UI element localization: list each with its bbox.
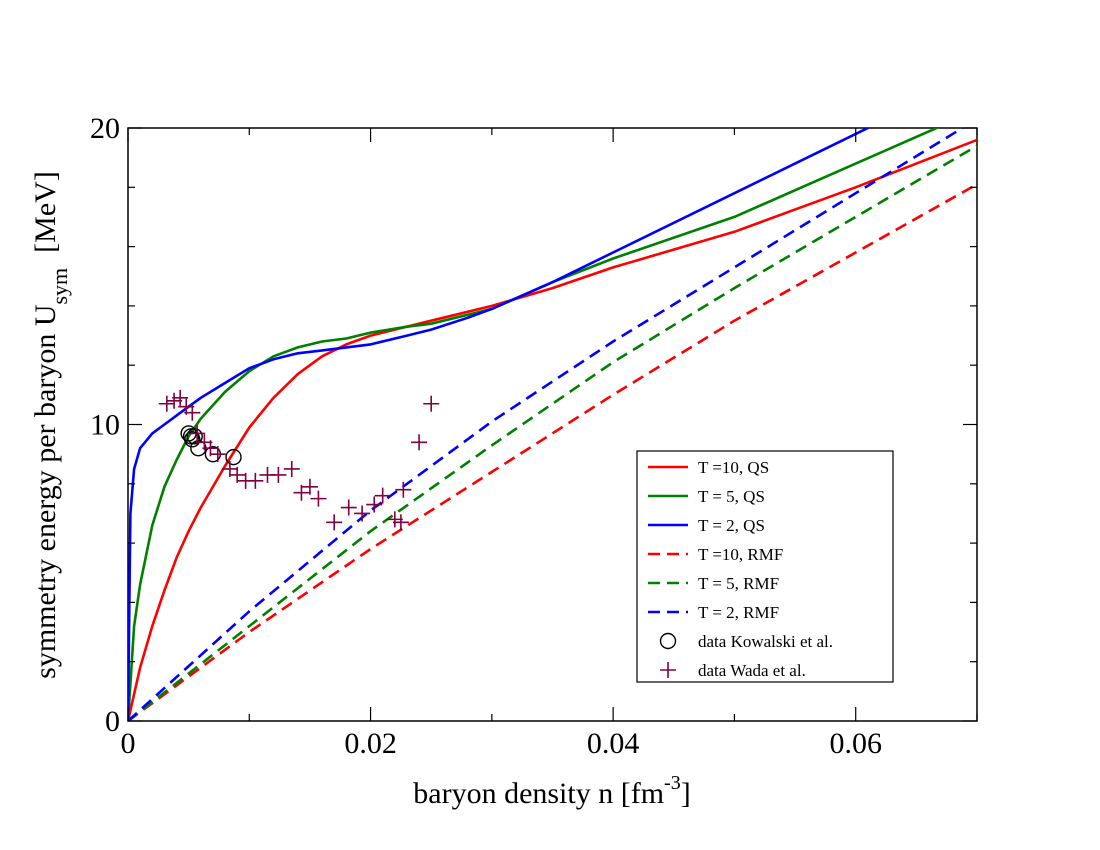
wada-data-point	[270, 466, 287, 483]
legend-label: T = 2, QS	[698, 516, 765, 535]
series-line	[128, 128, 940, 721]
x-axis-title: baryon density n [fm-3]	[413, 772, 690, 810]
wada-data-point	[158, 395, 175, 412]
legend-box	[636, 450, 894, 683]
wada-data-point	[354, 505, 371, 522]
wada-data-point	[293, 484, 310, 501]
y-axis-title: symmetry energy per baryon Usym [MeV]	[29, 171, 72, 679]
wada-data-point	[423, 395, 440, 412]
legend-label: data Kowalski et al.	[698, 632, 833, 651]
legend-label: T = 5, RMF	[698, 574, 779, 593]
wada-data-point	[189, 425, 206, 442]
x-tick-label: 0.06	[829, 727, 882, 760]
legend-swatch	[660, 662, 676, 678]
wada-data-point	[247, 472, 264, 489]
marker-layer	[158, 389, 440, 531]
wada-data-point	[172, 389, 189, 406]
wada-data-point	[310, 490, 327, 507]
wada-data-point	[283, 460, 300, 477]
series-line	[128, 128, 871, 721]
wada-data-point	[229, 466, 246, 483]
series-line	[128, 128, 965, 721]
x-tick-label: 0.04	[587, 727, 640, 760]
tick-layer: 0 0.02 0.04 0.06 0 10 20	[90, 112, 978, 760]
wada-data-point	[395, 481, 412, 498]
wada-data-point	[184, 404, 201, 421]
wada-data-point	[340, 499, 357, 516]
legend-label: data Wada et al.	[698, 661, 806, 680]
wada-data-point	[326, 514, 343, 531]
legend-label: T =10, QS	[698, 458, 769, 477]
series-line	[128, 144, 977, 721]
kowalski-data-point	[184, 431, 201, 448]
legend: T =10, QS T = 5, QS T = 2, QS T =10, RMF T =…	[636, 450, 894, 683]
legend-label: T = 2, RMF	[698, 603, 779, 622]
legend-swatch	[659, 632, 677, 650]
legend-label: T = 5, QS	[698, 487, 765, 506]
wada-data-point	[209, 446, 226, 463]
wada-data-point	[392, 514, 409, 531]
kowalski-data-point	[186, 428, 203, 445]
series-line	[128, 183, 977, 721]
x-tick-label: 0	[121, 727, 136, 760]
legend-entries: T =10, QS T = 5, QS T = 2, QS T =10, RMF T =…	[648, 458, 833, 680]
y-tick-label: 0	[105, 705, 120, 738]
wada-data-point	[411, 434, 428, 451]
kowalski-data-point	[225, 448, 242, 466]
wada-data-point	[366, 496, 383, 513]
legend-label: T =10, RMF	[698, 545, 783, 564]
series-layer	[128, 128, 977, 721]
y-tick-label: 10	[90, 409, 120, 442]
y-tick-label: 20	[90, 112, 120, 145]
series-line	[128, 138, 977, 721]
wada-data-point	[374, 487, 391, 504]
wada-data-point	[301, 478, 318, 495]
x-tick-label: 0.02	[344, 727, 397, 760]
